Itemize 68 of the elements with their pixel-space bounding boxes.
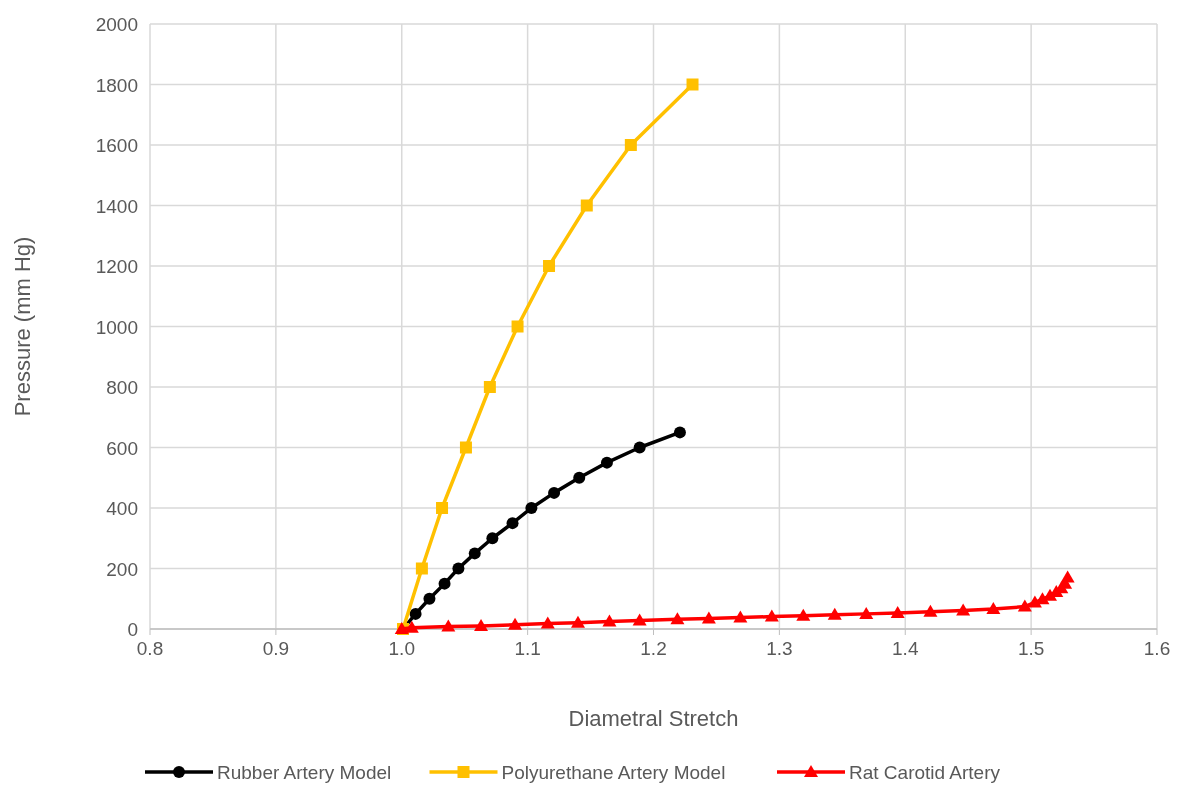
point [459,441,472,454]
point [986,602,1001,615]
point [423,592,436,605]
point [859,606,874,619]
y-tick-label: 2000 [95,14,138,35]
point [701,611,716,624]
point [438,577,451,590]
point [404,620,419,633]
point [570,615,585,628]
point [573,471,586,484]
point [602,614,617,627]
y-tick-label: 400 [106,498,138,519]
point [486,532,499,545]
point [506,517,519,530]
point [548,486,561,499]
point [1017,599,1032,612]
point [600,456,613,469]
y-tick-label: 800 [106,377,138,398]
point [796,608,811,621]
point [686,78,699,91]
point [923,604,938,617]
point [733,610,748,623]
y-tick-label: 0 [127,619,138,640]
point [632,613,647,626]
point [540,616,555,629]
point [415,562,428,575]
legend-label: Polyurethane Artery Model [501,762,726,783]
point [409,607,422,620]
point [890,605,905,618]
point [474,618,489,631]
point [525,502,538,514]
y-tick-label: 600 [106,437,138,459]
x-tick-label: 0.8 [136,638,164,659]
point [633,441,646,454]
point [511,320,524,333]
y-tick-label: 1800 [95,74,138,96]
point [483,381,496,393]
x-tick-label: 1.1 [514,638,541,659]
legend-label: Rat Carotid Artery [849,762,1001,783]
point [441,619,456,632]
point [543,260,556,272]
point [508,617,523,630]
point [436,502,449,514]
y-tick-label: 1600 [95,135,138,156]
x-tick-label: 0.9 [262,638,290,659]
point [580,199,593,212]
y-tick-label: 1000 [95,316,138,338]
x-axis-title: Diametral Stretch [568,706,739,731]
y-axis-title: Pressure (mm Hg) [10,236,35,417]
x-tick-label: 1.6 [1143,638,1171,659]
point [956,603,971,616]
x-tick-label: 1.0 [388,638,415,659]
x-tick-label: 1.5 [1017,638,1045,659]
y-tick-label: 200 [106,558,138,580]
point [670,612,685,625]
point [624,139,637,151]
legend-label: Rubber Artery Model [217,762,392,783]
point [1060,570,1075,583]
x-tick-label: 1.4 [892,638,919,659]
point [673,426,686,439]
point [452,562,465,575]
x-tick-label: 1.2 [640,638,667,659]
point [764,609,779,622]
point [468,547,481,560]
y-tick-label: 1200 [95,256,138,277]
y-tick-label: 1400 [95,195,138,217]
x-tick-label: 1.3 [766,638,793,659]
point [827,607,842,620]
